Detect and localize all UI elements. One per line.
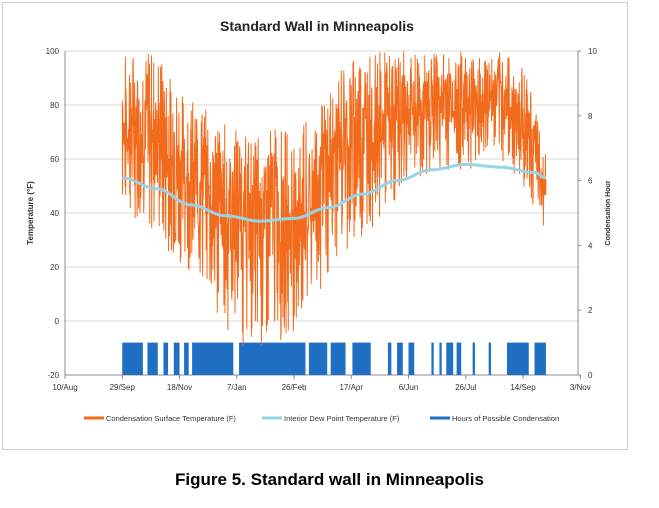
x-tick-label: 17/Apr	[339, 383, 363, 392]
y2-tick-label: 6	[588, 177, 593, 186]
y2-tick-label: 4	[588, 241, 593, 250]
y2-tick-label: 2	[588, 306, 593, 315]
y-tick-label: 20	[50, 263, 59, 272]
condensation-hours-bar	[507, 342, 529, 375]
y-tick-label: 100	[46, 47, 60, 56]
legend: Condensation Surface Temperature (F) Int…	[84, 414, 559, 423]
y-tick-label: 80	[50, 101, 59, 110]
condensation-hours-bar	[163, 342, 169, 375]
condensation-hours-bar	[239, 342, 306, 375]
x-tick-label: 7/Jan	[227, 383, 247, 392]
condensation-hours-bar	[408, 342, 415, 375]
y2-tick-label: 0	[588, 371, 593, 380]
figure-caption: Figure 5. Standard wall in Minneapolis	[175, 470, 484, 489]
chart-title: Standard Wall in Minneapolis	[220, 18, 414, 34]
y2-axis-label: Condensation Hour	[605, 180, 612, 245]
x-tick-label: 29/Sep	[110, 383, 136, 392]
surface-temperature-line	[121, 51, 547, 347]
y-tick-label: -20	[47, 371, 59, 380]
y-tick-label: 40	[50, 209, 59, 218]
x-tick-label: 18/Nov	[167, 383, 192, 392]
y2-tick-label: 10	[588, 47, 597, 56]
condensation-hours-bar	[192, 342, 234, 375]
condensation-hours-bar	[352, 342, 371, 375]
condensation-hours-bar	[330, 342, 346, 375]
condensation-hours-bar	[534, 342, 546, 375]
legend-label-dew: Interior Dew Point Temperature (F)	[284, 414, 400, 423]
x-tick-label: 26/Jul	[455, 383, 477, 392]
condensation-hours-bar	[184, 342, 189, 375]
condensation-hours-bar	[122, 342, 143, 375]
condensation-hours-bar	[439, 342, 442, 375]
condensation-hours-bar	[472, 342, 475, 375]
dew-point-line	[122, 162, 547, 223]
condensation-hours-bar	[446, 342, 454, 375]
condensation-hours-bar	[308, 342, 328, 375]
x-tick-label: 10/Aug	[52, 383, 77, 392]
condensation-hours-bar	[397, 342, 403, 375]
condensation-hours-bar	[387, 342, 392, 375]
y-tick-label: 60	[50, 155, 59, 164]
condensation-hours-bar	[173, 342, 180, 375]
condensation-hours-bar	[488, 342, 491, 375]
condensation-hours-bar	[147, 342, 158, 375]
x-tick-label: 3/Nov	[570, 383, 591, 392]
chart-svg: Standard Wall in Minneapolis Temperature…	[26, 18, 612, 423]
y2-tick-label: 8	[588, 112, 593, 121]
x-tick-label: 26/Feb	[282, 383, 307, 392]
x-tick-label: 14/Sep	[510, 383, 536, 392]
condensation-hours-bar	[456, 342, 462, 375]
y-tick-label: 0	[55, 317, 60, 326]
y-axis-label: Temperature (°F)	[26, 181, 35, 245]
legend-label-hours: Hours of Possible Condensation	[452, 414, 559, 423]
x-tick-label: 6/Jun	[399, 383, 419, 392]
condensation-hours-bar	[431, 342, 434, 375]
legend-label-surface: Condensation Surface Temperature (F)	[106, 414, 236, 423]
